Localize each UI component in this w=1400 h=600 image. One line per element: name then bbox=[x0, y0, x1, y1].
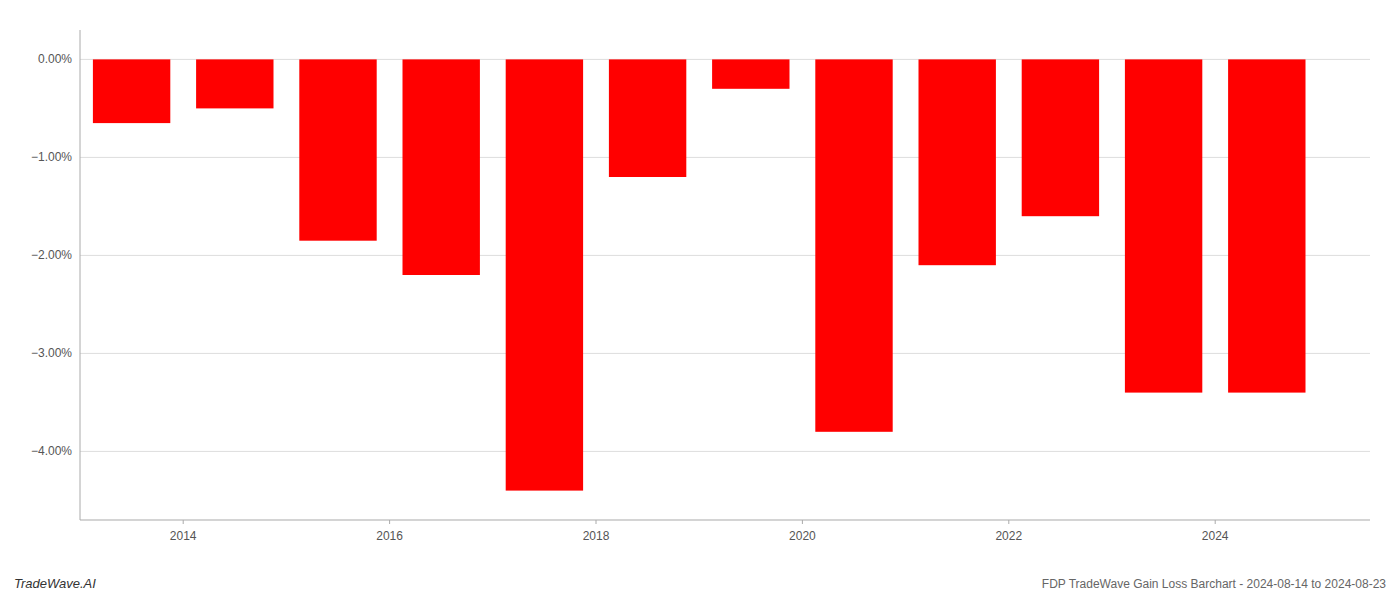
chart: 0.00% −1.00% −2.00% −3.00% −4.00% 2014 2016 201… bbox=[0, 0, 1400, 600]
x-tick bbox=[1008, 520, 1009, 524]
x-tick bbox=[389, 520, 390, 524]
bar bbox=[712, 59, 789, 88]
x-tick bbox=[183, 520, 184, 524]
bar bbox=[1228, 59, 1305, 392]
bar bbox=[299, 59, 376, 240]
bar bbox=[609, 59, 686, 177]
x-tick-label: 2024 bbox=[1202, 529, 1229, 543]
footer-left: TradeWave.AI bbox=[14, 576, 96, 591]
bar bbox=[403, 59, 480, 275]
x-tick-label: 2014 bbox=[170, 529, 197, 543]
y-tick-label: −2.00% bbox=[31, 248, 72, 262]
bar bbox=[815, 59, 892, 431]
bar bbox=[1125, 59, 1202, 392]
y-tick-label: 0.00% bbox=[38, 52, 72, 66]
bar bbox=[1022, 59, 1099, 216]
x-tick bbox=[802, 520, 803, 524]
grid bbox=[80, 59, 1370, 451]
footer-right: FDP TradeWave Gain Loss Barchart - 2024-… bbox=[1042, 577, 1387, 591]
grid-line bbox=[80, 451, 1370, 452]
bar bbox=[196, 59, 273, 108]
bar bbox=[93, 59, 170, 123]
y-tick-label: −1.00% bbox=[31, 150, 72, 164]
x-axis-line bbox=[80, 519, 1370, 520]
bar bbox=[506, 59, 583, 490]
x-tick-label: 2016 bbox=[376, 529, 403, 543]
bar bbox=[919, 59, 996, 265]
y-tick-label: −3.00% bbox=[31, 346, 72, 360]
x-tick-label: 2022 bbox=[995, 529, 1022, 543]
x-tick-label: 2020 bbox=[789, 529, 816, 543]
bars bbox=[93, 59, 1306, 490]
x-tick-label: 2018 bbox=[583, 529, 610, 543]
y-tick-label: −4.00% bbox=[31, 444, 72, 458]
x-tick bbox=[1215, 520, 1216, 524]
y-axis-line bbox=[80, 30, 81, 520]
x-tick bbox=[596, 520, 597, 524]
